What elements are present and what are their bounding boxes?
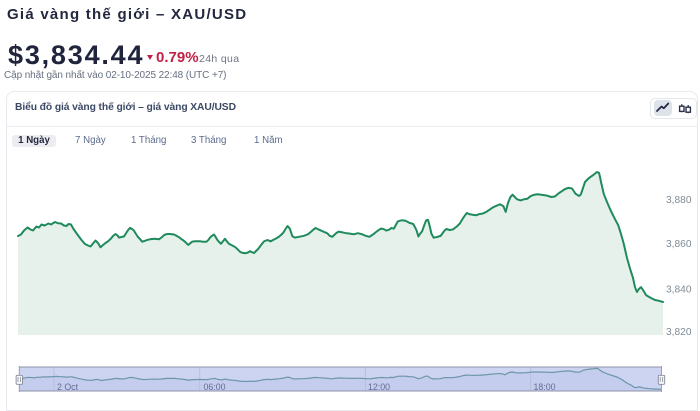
svg-text:06:00: 06:00 [204,382,226,392]
svg-text:2 Oct: 2 Oct [57,382,79,392]
svg-text:3,880: 3,880 [666,195,692,206]
svg-text:12:00: 12:00 [368,382,390,392]
svg-text:3,860: 3,860 [666,239,692,250]
svg-text:3,820: 3,820 [666,327,692,338]
svg-text:3,840: 3,840 [666,285,692,296]
svg-text:18:00: 18:00 [534,382,556,392]
